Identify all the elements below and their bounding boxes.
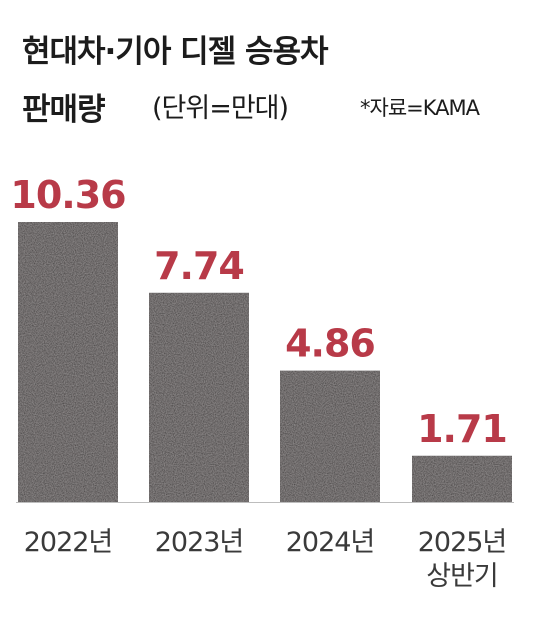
chart-title-line-2: 판매량: [22, 92, 106, 128]
value-label-0: 10.36: [10, 173, 125, 217]
value-label-2: 4.86: [285, 322, 375, 366]
tick-label-2: 2024년: [286, 527, 375, 558]
tick-label-1: 2023년: [155, 527, 244, 558]
tick-label-0: 2022년: [24, 527, 113, 558]
tick-label-3: 2025년 상반기: [418, 527, 507, 592]
value-label-3: 1.71: [417, 407, 507, 451]
value-label-1: 7.74: [154, 244, 244, 288]
bar-0: [18, 222, 118, 502]
unit-label: (단위=만대): [152, 93, 289, 124]
source-label: *자료=KAMA: [360, 96, 480, 120]
bar-2: [280, 370, 380, 502]
bar-1: [149, 292, 249, 502]
chart-title-line-1: 현대차·기아 디젤 승용차: [22, 34, 329, 70]
bar-3: [412, 455, 512, 502]
